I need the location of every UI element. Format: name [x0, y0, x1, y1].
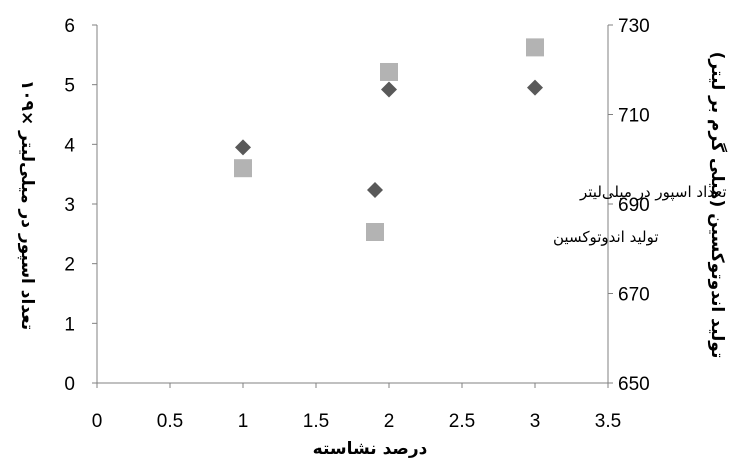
y-right-tick-label: 650 — [618, 374, 650, 395]
y-left-tick-label: 1 — [64, 314, 75, 335]
legend-diamond — [367, 182, 383, 198]
y-left-axis-title: تعداد اسپور در میلی‌لیتر ×۱۰۹ — [17, 80, 37, 330]
y-left-tick-label: 0 — [64, 374, 75, 395]
y-right-tick-label: 730 — [618, 16, 650, 37]
legend-marker-square — [366, 223, 384, 241]
data-point-diamond — [235, 139, 251, 156]
data-point-square — [234, 159, 252, 178]
x-tick-label: 1.5 — [303, 411, 329, 432]
data-point-square — [380, 62, 398, 81]
axes — [92, 24, 613, 388]
y-right-tick-labels: 650 670 690 710 730 — [618, 16, 650, 395]
legend: تعداد اسپور در میلی‌لیتر تولید اندوتوکسی… — [366, 182, 727, 246]
x-tick-label: 0 — [92, 411, 103, 432]
y-right-tick-label: 710 — [618, 106, 650, 127]
x-tick-label: 0.5 — [157, 411, 183, 432]
y-right-tick-label: 690 — [618, 195, 650, 216]
x-tick-labels: 0 0.5 1 1.5 2 2.5 3 3.5 — [92, 411, 622, 432]
x-tick-label: 3 — [530, 411, 541, 432]
x-tick-label: 2.5 — [449, 411, 475, 432]
legend-square — [366, 223, 384, 241]
data-point-diamond — [527, 79, 543, 96]
y-left-tick-label: 3 — [64, 195, 75, 216]
y-right-tick-label: 670 — [618, 285, 650, 306]
y-left-tick-label: 6 — [64, 16, 75, 37]
y-left-tick-label: 5 — [64, 76, 75, 97]
x-tick-label: 3.5 — [595, 411, 621, 432]
data-point-square — [526, 38, 544, 57]
x-axis-title: درصد نشاسته — [313, 439, 428, 459]
x-tick-label: 2 — [384, 411, 395, 432]
legend-label-spores: تعداد اسپور در میلی‌لیتر — [579, 183, 727, 202]
x-tick-label: 1 — [238, 411, 249, 432]
legend-marker-diamond — [367, 182, 383, 198]
legend-label-endotoxin: تولید اندوتوکسین — [553, 228, 659, 246]
y-left-tick-label: 2 — [64, 255, 75, 276]
data-point-diamond — [381, 81, 397, 98]
y-left-tick-label: 4 — [64, 135, 75, 156]
data-marks — [234, 38, 544, 178]
y-right-axis-title: تولید اندوتوکسین (میلی گرم بر لیتر) — [707, 52, 728, 359]
y-left-tick-labels: 0 1 2 3 4 5 6 — [64, 16, 75, 395]
